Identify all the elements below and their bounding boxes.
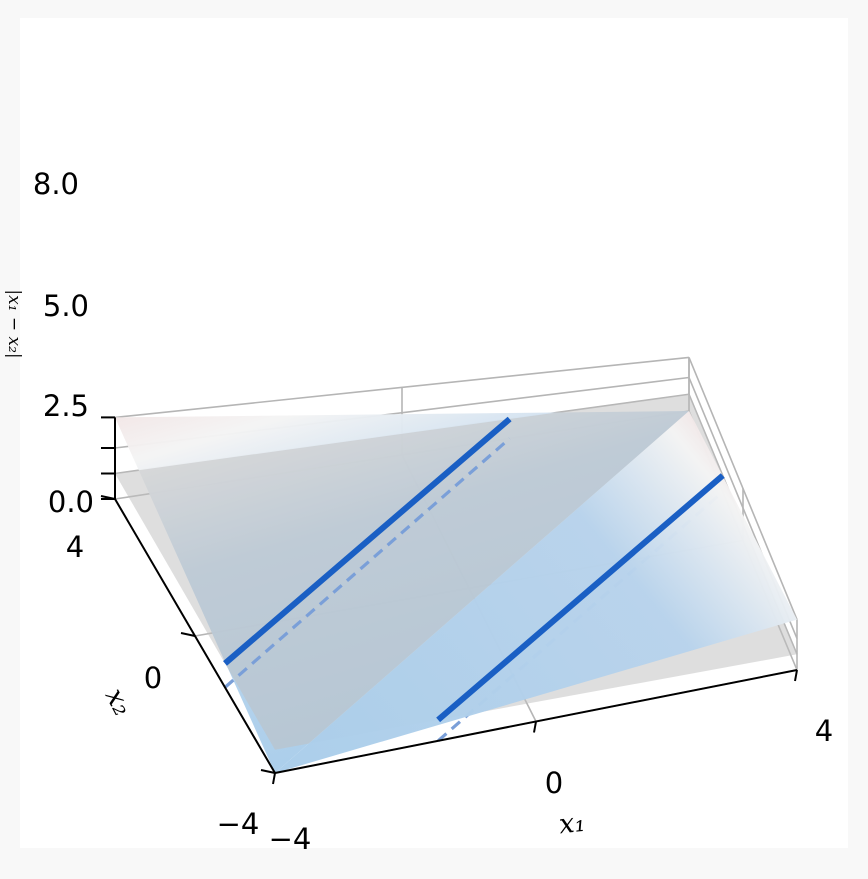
level-set-line-1 <box>436 473 725 723</box>
level-set-lines <box>223 416 725 723</box>
y-tick-label-0: −4 <box>217 807 260 841</box>
y-tick-label-2: 4 <box>66 530 84 564</box>
axis-lines <box>100 416 798 785</box>
z-tick-label-1: 2.5 <box>43 389 89 423</box>
z-axis-label: |x₁ − x₂| <box>4 289 24 358</box>
x-tick-label-0: −4 <box>269 822 312 856</box>
z-tick-label-0: 0.0 <box>48 485 94 519</box>
surface-front <box>275 411 797 773</box>
side-gridline-z-2 <box>688 357 798 620</box>
x2-tick-1 <box>180 632 196 637</box>
surface-sheet-x1-above-x2 <box>275 411 797 773</box>
x-tick-label-2: 4 <box>815 714 833 748</box>
x1-tick-2 <box>794 669 798 682</box>
x1-tick-0 <box>272 772 276 785</box>
z-tick-label-2: 5.0 <box>43 289 89 323</box>
back-gridline-z-2 <box>114 356 690 419</box>
x-axis-label: x₁ <box>558 807 587 841</box>
x1-tick-1 <box>533 721 537 733</box>
level-set-line-0 <box>223 416 512 666</box>
z-tick-label-3: 8.0 <box>33 167 79 201</box>
y-tick-label-1: 0 <box>144 661 162 695</box>
x2-tick-0 <box>260 769 276 774</box>
projected-line-0 <box>223 437 511 689</box>
x-tick-label-1: 0 <box>545 766 563 800</box>
